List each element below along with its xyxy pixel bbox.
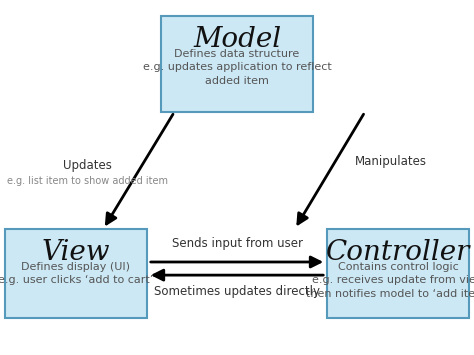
FancyBboxPatch shape	[327, 229, 469, 318]
Text: Defines data structure: Defines data structure	[174, 49, 300, 59]
Text: Contains control logic: Contains control logic	[338, 262, 458, 272]
FancyBboxPatch shape	[5, 229, 147, 318]
Text: Manipulates: Manipulates	[355, 155, 427, 168]
Text: Sometimes updates directly: Sometimes updates directly	[154, 285, 320, 298]
Text: then notifies model to ‘add item’: then notifies model to ‘add item’	[306, 289, 474, 299]
Text: added item: added item	[205, 76, 269, 86]
Text: e.g. user clicks ‘add to cart’: e.g. user clicks ‘add to cart’	[0, 275, 154, 285]
Text: Updates: Updates	[63, 159, 112, 171]
Text: Defines display (UI): Defines display (UI)	[21, 262, 130, 272]
Text: Controller: Controller	[326, 239, 470, 266]
Text: e.g. updates application to reflect: e.g. updates application to reflect	[143, 62, 331, 72]
Text: Model: Model	[193, 26, 281, 53]
Text: e.g. list item to show added item: e.g. list item to show added item	[7, 176, 168, 186]
Text: Sends input from user: Sends input from user	[172, 237, 302, 250]
Text: e.g. receives update from view: e.g. receives update from view	[312, 275, 474, 285]
FancyBboxPatch shape	[161, 16, 313, 112]
Text: View: View	[42, 239, 110, 266]
